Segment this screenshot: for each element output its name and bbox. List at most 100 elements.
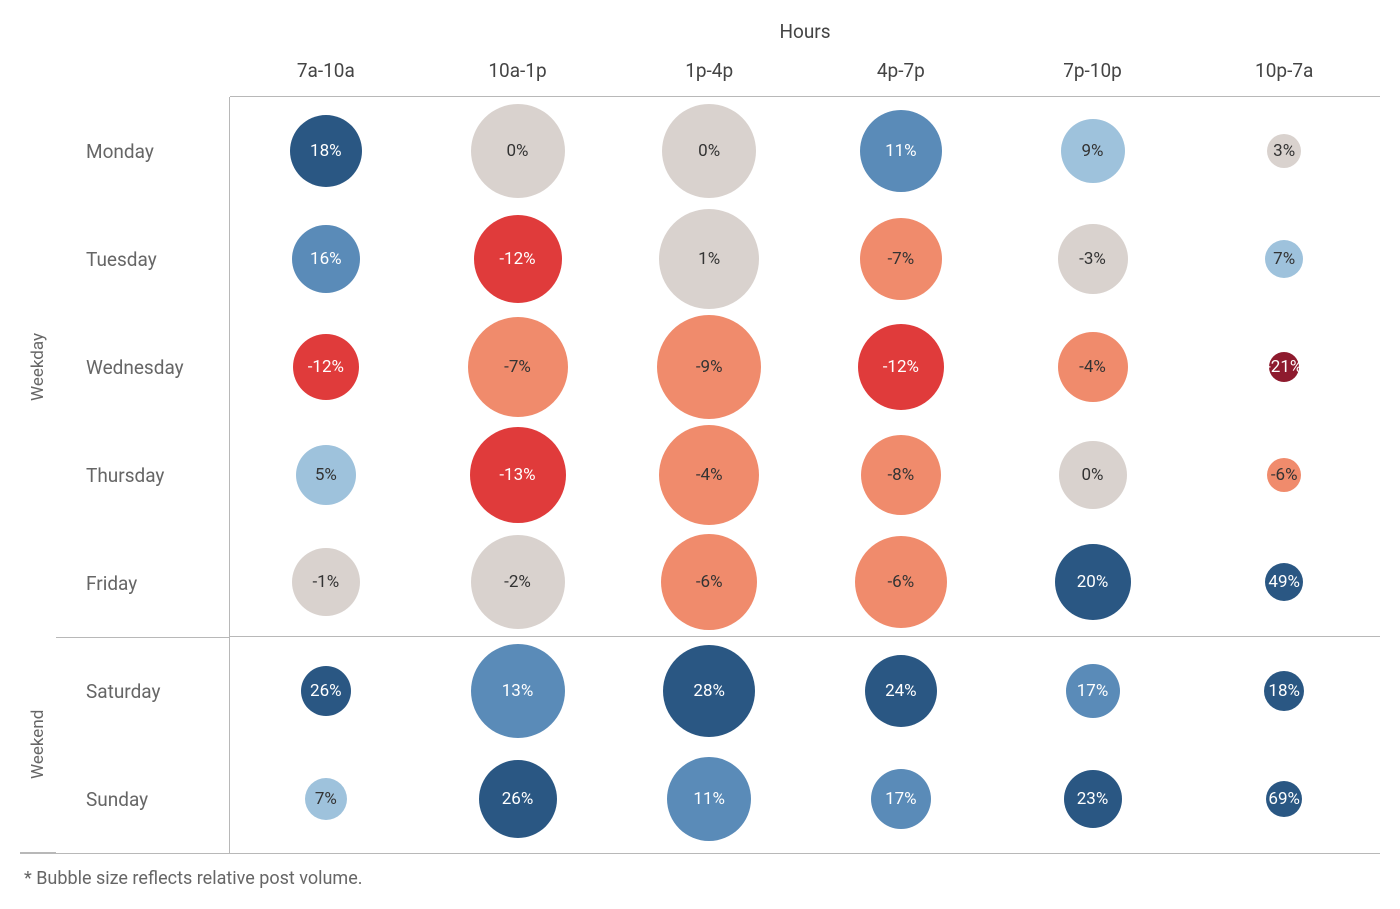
group-label: Weekday: [20, 97, 56, 637]
bubble: 17%: [871, 769, 931, 829]
bubble: 24%: [865, 655, 937, 727]
bubble: 23%: [1064, 770, 1122, 828]
bubble-value: -7%: [887, 249, 914, 269]
bubble-value: 11%: [885, 141, 917, 161]
cells-row: 26% 13% 28% 24% 17% 18%: [230, 636, 1380, 745]
bubble-value: 3%: [1273, 141, 1295, 161]
cell: -12%: [805, 313, 997, 421]
bubble-value: -12%: [308, 357, 344, 377]
bubble-matrix-chart: Hours 7a-10a 10a-1p1p-4p 4p-7p 7p-10p 10p-7a…: [20, 20, 1380, 889]
column-header-text: 7p-10p: [1063, 59, 1122, 82]
row-label-text: Thursday: [86, 464, 164, 487]
cells-row: -1% -2% -6% -6% 20%49%: [230, 528, 1380, 636]
bubble: -6%: [661, 534, 757, 630]
cell: 7%: [1188, 205, 1380, 313]
cell: 18%: [230, 97, 422, 205]
bubble-value: -6%: [887, 572, 914, 592]
row-label: Monday: [56, 97, 229, 205]
bubble: 13%: [471, 644, 565, 738]
bubble-value: 7%: [315, 789, 337, 809]
column-header: 10a-1p: [422, 49, 614, 96]
chart-footnote: * Bubble size reflects relative post vol…: [24, 868, 1380, 889]
column-header: 1p-4p: [613, 49, 805, 96]
bubble-value: -21%: [1266, 357, 1302, 377]
group-label: Weekend: [20, 637, 56, 853]
cell: 1%: [613, 205, 805, 313]
bubble: 11%: [860, 110, 942, 192]
bubble: -12%: [858, 324, 944, 410]
column-headers-row: 7a-10a 10a-1p1p-4p 4p-7p 7p-10p 10p-7a: [230, 49, 1380, 97]
cell: -6%: [805, 528, 997, 636]
bubble-value: 11%: [693, 789, 725, 809]
cell: -1%: [230, 528, 422, 636]
cell: -7%: [805, 205, 997, 313]
row-label: Tuesday: [56, 205, 229, 313]
cell: 3%: [1188, 97, 1380, 205]
column-header-text: 7a-10a: [297, 59, 355, 82]
bubble: 28%: [663, 645, 755, 737]
bubble: 16%: [292, 225, 360, 293]
cell: 17%: [805, 745, 997, 853]
column-header: 7p-10p: [997, 49, 1189, 96]
column-header: 7a-10a: [230, 49, 422, 96]
bubble: 7%: [1265, 240, 1303, 278]
bubble: -21%: [1269, 352, 1299, 382]
bubble: -3%: [1058, 224, 1128, 294]
row-label: Saturday: [56, 637, 229, 745]
row-label: Friday: [56, 529, 229, 637]
cell: 23%: [997, 745, 1189, 853]
cells-area: 18% 0% 0% 11% 9% 3% 16% -12% 1% -7% -3% 7% -12% -7% -9…: [230, 97, 1380, 854]
cell: 5%: [230, 421, 422, 529]
group-label-text: Weekend: [28, 710, 48, 779]
column-header: 4p-7p: [805, 49, 997, 96]
cell: -12%: [422, 205, 614, 313]
cell: 0%: [613, 97, 805, 205]
bubble: -6%: [1267, 458, 1301, 492]
bubble-value: -2%: [504, 572, 531, 592]
bubble-value: 17%: [1077, 681, 1109, 701]
bubble: 9%: [1061, 119, 1125, 183]
bubble-value: 23%: [1077, 789, 1109, 809]
bubble: -6%: [855, 536, 947, 628]
bubble: -8%: [861, 435, 941, 515]
bubble-value: 69%: [1268, 789, 1300, 809]
cell: -4%: [613, 421, 805, 529]
bubble: -4%: [1058, 332, 1128, 402]
bubble: -1%: [292, 548, 360, 616]
cell: 0%: [422, 97, 614, 205]
bubble: 69%: [1266, 781, 1302, 817]
bubble-value: 9%: [1082, 141, 1104, 161]
cells-row: 18% 0% 0% 11% 9% 3%: [230, 97, 1380, 205]
bubble: -4%: [659, 425, 759, 525]
column-header: 10p-7a: [1188, 49, 1380, 96]
bubble: 5%: [296, 445, 356, 505]
cell: -4%: [997, 313, 1189, 421]
bubble: 0%: [471, 104, 565, 198]
bubble: 3%: [1267, 134, 1301, 168]
cell: 16%: [230, 205, 422, 313]
chart-title-text: Hours: [779, 20, 830, 43]
row-label: Wednesday: [56, 313, 229, 421]
column-header-text: 4p-7p: [877, 59, 925, 82]
bubble: 26%: [301, 666, 351, 716]
bubble-value: -3%: [1079, 249, 1106, 269]
cell: -13%: [422, 421, 614, 529]
row-label: Thursday: [56, 421, 229, 529]
bubble-value: 1%: [698, 249, 720, 269]
cell: -9%: [613, 313, 805, 421]
bubble-value: 28%: [693, 681, 725, 701]
cell: 18%: [1188, 637, 1380, 745]
bubble: -2%: [471, 535, 565, 629]
bubble-value: -7%: [504, 357, 531, 377]
cell: 49%: [1188, 528, 1380, 636]
bubble-value: 26%: [310, 681, 342, 701]
row-label: Sunday: [56, 745, 229, 853]
row-label-text: Monday: [86, 140, 154, 163]
bubble-value: 24%: [885, 681, 917, 701]
bubble-value: -1%: [312, 572, 339, 592]
cell: 26%: [422, 745, 614, 853]
cells-row: -12% -7% -9% -12% -4% -21%: [230, 313, 1380, 421]
bubble: -13%: [470, 427, 566, 523]
cell: 20%: [997, 528, 1189, 636]
bubble: 1%: [659, 209, 759, 309]
